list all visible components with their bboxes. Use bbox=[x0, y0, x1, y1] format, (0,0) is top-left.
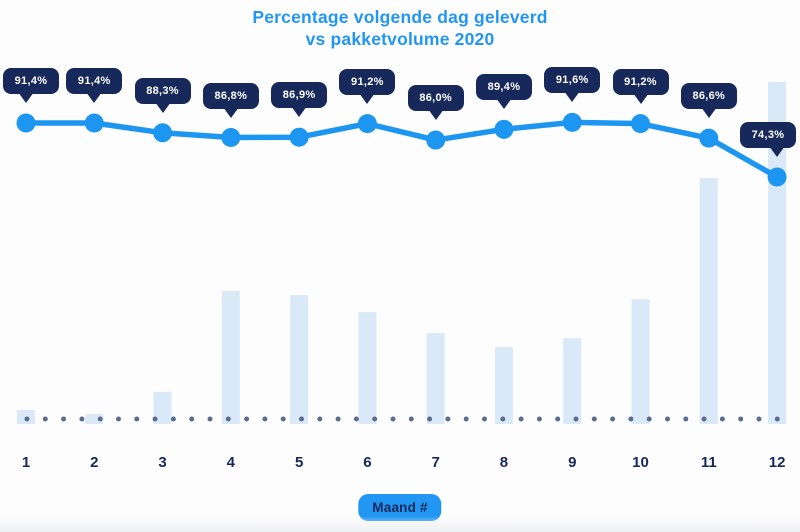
line-point bbox=[153, 123, 173, 143]
value-badge-label: 86,6% bbox=[692, 90, 726, 103]
volume-bar bbox=[768, 82, 787, 424]
line-point bbox=[699, 128, 719, 148]
line-point bbox=[767, 167, 787, 187]
value-badge: 91,6% bbox=[544, 67, 601, 103]
badge-pointer bbox=[495, 98, 512, 110]
percentage-line bbox=[23, 119, 780, 180]
badge-pointer bbox=[359, 92, 376, 104]
line-point bbox=[426, 130, 446, 150]
badge-pointer bbox=[86, 92, 103, 103]
badge-pointer bbox=[427, 109, 444, 121]
x-axis-label: 10 bbox=[632, 454, 649, 471]
volume-bar bbox=[563, 338, 582, 424]
value-badge-label: 88,3% bbox=[146, 84, 179, 97]
volume-bar bbox=[426, 333, 445, 424]
badge-pointer bbox=[564, 91, 581, 103]
x-axis-label: 3 bbox=[158, 454, 167, 471]
value-badge-label: 91,6% bbox=[555, 74, 589, 87]
x-axis-label: 8 bbox=[499, 454, 509, 471]
value-badge-label: 91,2% bbox=[624, 75, 657, 88]
value-badge: 91,2% bbox=[612, 68, 669, 104]
value-badge-label: 91,2% bbox=[351, 75, 384, 88]
line-point bbox=[631, 114, 651, 134]
value-badge-label: 91,4% bbox=[14, 75, 48, 87]
volume-bar bbox=[221, 290, 240, 424]
badge-pointer bbox=[154, 101, 171, 113]
badge-pointer bbox=[700, 107, 717, 119]
volume-bar bbox=[85, 414, 104, 424]
x-axis-label: 9 bbox=[568, 454, 577, 471]
value-badge-label: 74,3% bbox=[751, 129, 785, 141]
value-badge-label: 86,0% bbox=[419, 92, 453, 105]
value-badge: 86,8% bbox=[202, 82, 259, 118]
volume-bar bbox=[358, 312, 377, 424]
value-badge: 89,4% bbox=[475, 74, 532, 110]
chart-title: Percentage volgende dag geleverd vs pakk… bbox=[0, 6, 800, 50]
x-axis-label: 11 bbox=[700, 454, 717, 471]
value-badge: 86,6% bbox=[680, 83, 737, 119]
value-badge: 74,3% bbox=[740, 122, 796, 157]
x-axis-label: 2 bbox=[90, 454, 99, 471]
line-point bbox=[16, 113, 36, 133]
line-point bbox=[84, 113, 104, 133]
badge-pointer bbox=[769, 146, 786, 157]
badge-pointer bbox=[18, 92, 34, 103]
value-badge-label: 89,4% bbox=[487, 81, 521, 94]
x-axis-label: 6 bbox=[363, 454, 372, 471]
line-point bbox=[494, 119, 514, 139]
value-badge: 91,4% bbox=[3, 68, 59, 103]
value-badge: 91,4% bbox=[66, 68, 123, 103]
chart-title-line1: Percentage volgende dag geleverd bbox=[252, 7, 548, 27]
line-point bbox=[562, 112, 582, 132]
volume-bar bbox=[631, 299, 650, 424]
value-badge-label: 91,4% bbox=[77, 75, 111, 87]
value-badge: 88,3% bbox=[134, 77, 191, 113]
line-point bbox=[221, 128, 241, 148]
badge-pointer bbox=[222, 106, 239, 118]
x-axis-label: 1 bbox=[21, 454, 31, 471]
value-badge-label: 86,9% bbox=[282, 89, 316, 102]
line-point bbox=[289, 127, 309, 147]
value-badge: 86,0% bbox=[407, 85, 464, 121]
value-badge: 86,9% bbox=[271, 82, 328, 118]
x-axis-label: 5 bbox=[294, 454, 304, 471]
chart-title-line2: vs pakketvolume 2020 bbox=[305, 29, 495, 49]
x-axis-label: 7 bbox=[431, 454, 440, 471]
value-badge: 91,2% bbox=[339, 68, 396, 104]
footer-gradient bbox=[0, 516, 800, 532]
value-badge-label: 86,8% bbox=[214, 89, 248, 102]
volume-bar bbox=[699, 178, 718, 424]
x-axis-label: 12 bbox=[768, 454, 786, 471]
badge-pointer bbox=[291, 106, 308, 118]
x-axis-label: 4 bbox=[226, 454, 235, 471]
badge-pointer bbox=[632, 92, 649, 104]
volume-bar bbox=[290, 295, 309, 424]
line-point bbox=[357, 114, 377, 134]
volume-bar bbox=[153, 391, 172, 424]
volume-bar bbox=[494, 347, 513, 424]
